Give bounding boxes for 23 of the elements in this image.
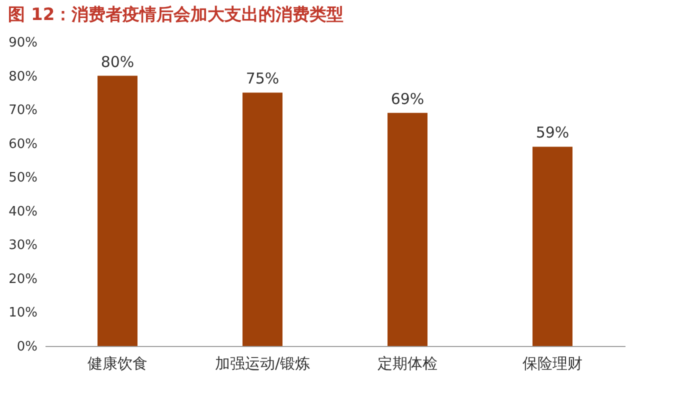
x-tick-label: 健康饮食 xyxy=(88,354,148,372)
y-tick-label: 70% xyxy=(8,103,38,118)
data-label: 80% xyxy=(100,52,134,71)
y-tick-label: 40% xyxy=(8,204,38,220)
data-label: 69% xyxy=(390,90,424,108)
y-tick-label: 80% xyxy=(8,69,38,84)
bar xyxy=(242,92,282,346)
y-tick-label: 90% xyxy=(8,36,38,50)
y-tick-label: 30% xyxy=(8,238,38,254)
x-tick-label: 保险理财 xyxy=(522,354,582,372)
y-tick-label: 60% xyxy=(8,136,38,152)
y-tick-label: 50% xyxy=(8,170,38,186)
x-tick-label: 定期体检 xyxy=(378,354,438,372)
data-label: 59% xyxy=(536,124,570,142)
x-tick-label: 加强运动/锻炼 xyxy=(214,354,310,372)
y-tick-label: 0% xyxy=(16,340,38,354)
y-tick-label: 20% xyxy=(8,272,38,287)
data-label: 75% xyxy=(246,70,280,88)
chart-title: 图 12：消费者疫情后会加大支出的消费类型 xyxy=(8,5,344,25)
y-tick-label: 10% xyxy=(8,306,38,321)
bar xyxy=(388,112,428,346)
bar xyxy=(532,146,572,346)
bar xyxy=(98,76,138,346)
